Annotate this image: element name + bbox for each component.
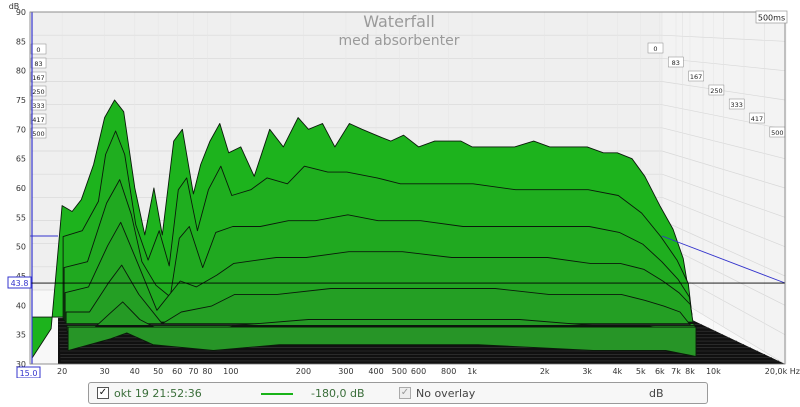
- svg-text:250: 250: [32, 88, 44, 96]
- x-tick-20000: 20,0k Hz: [765, 367, 800, 376]
- y-tick-65: 65: [16, 155, 26, 164]
- chart-subtitle: med absorbenter: [339, 33, 460, 49]
- x-tick-8000: 8k: [685, 367, 695, 376]
- x-tick-30: 30: [100, 367, 110, 376]
- time-label-left-333: 333: [30, 99, 47, 111]
- overlay-checkbox[interactable]: ✓: [399, 387, 411, 399]
- x-tick-800: 800: [441, 367, 456, 376]
- x-tick-7000: 7k: [671, 367, 681, 376]
- waterfall-chart[interactable]: 0 83 167 250 333 417 500 0 83 167 250 333 417 500 30 3…: [0, 0, 800, 378]
- y-min-readout-box[interactable]: 15.0: [16, 366, 41, 378]
- time-label-left-417: 417: [30, 113, 47, 125]
- time-label-left-500: 500: [30, 127, 47, 139]
- x-tick-40: 40: [130, 367, 140, 376]
- y-axis-label: dB: [9, 2, 20, 11]
- x-tick-100: 100: [223, 367, 238, 376]
- svg-text:83: 83: [34, 60, 42, 68]
- waterfall-slice-333ms: [65, 264, 695, 331]
- time-label-right-250: 250: [708, 84, 725, 96]
- time-label-right-167: 167: [688, 70, 704, 82]
- unit-label: dB: [649, 387, 664, 400]
- y-tick-70: 70: [16, 125, 26, 134]
- x-tick-600: 600: [411, 367, 426, 376]
- time-label-right-500: 500: [769, 126, 786, 138]
- x-tick-300: 300: [338, 367, 353, 376]
- x-tick-50: 50: [153, 367, 163, 376]
- time-end-label: 500ms: [758, 14, 785, 23]
- x-tick-20: 20: [57, 367, 67, 376]
- y-tick-75: 75: [16, 96, 26, 105]
- cursor-readout: 43.8: [11, 279, 29, 288]
- waterfall-slices: [31, 99, 697, 359]
- y-min-readout: 15.0: [20, 369, 38, 378]
- overlay-label: No overlay: [416, 387, 476, 400]
- svg-text:83: 83: [672, 59, 680, 67]
- x-tick-200: 200: [296, 367, 311, 376]
- time-slice-labels: 0 83 167 250 333 417 500 0 83 167 250 333 417 500: [30, 42, 786, 139]
- svg-text:250: 250: [710, 87, 722, 95]
- svg-text:167: 167: [690, 73, 702, 81]
- x-tick-70: 70: [188, 367, 198, 376]
- x-tick-80: 80: [202, 367, 212, 376]
- time-label-left-83: 83: [30, 57, 47, 69]
- y-tick-40: 40: [16, 301, 26, 310]
- time-label-left-167: 167: [30, 71, 47, 83]
- x-tick-10000: 10k: [706, 367, 721, 376]
- trace-color-swatch[interactable]: [261, 393, 293, 395]
- measurement-checkbox[interactable]: ✓: [97, 387, 109, 399]
- svg-text:500: 500: [32, 130, 44, 138]
- x-tick-1000: 1k: [467, 367, 477, 376]
- y-tick-35: 35: [16, 331, 26, 340]
- blue-marker-right: [661, 235, 786, 284]
- svg-text:500: 500: [771, 129, 783, 137]
- plot-frame: [29, 11, 786, 365]
- time-label-right-417: 417: [749, 112, 765, 124]
- svg-text:333: 333: [32, 102, 44, 110]
- svg-text:417: 417: [751, 115, 763, 123]
- y-tick-60: 60: [16, 184, 26, 193]
- svg-text:417: 417: [32, 116, 44, 124]
- axes: [29, 11, 786, 365]
- svg-text:333: 333: [730, 101, 742, 109]
- measurement-legend: ✓ okt 19 21:52:36 -180,0 dB ✓ No overlay…: [88, 382, 708, 404]
- waterfall-slice-500ms: [67, 326, 697, 357]
- x-tick-6000: 6k: [655, 367, 665, 376]
- time-label-right-333: 333: [728, 98, 745, 110]
- x-tick-3000: 3k: [582, 367, 592, 376]
- svg-text:0: 0: [36, 46, 40, 54]
- time-end-box: 500ms: [755, 10, 788, 24]
- time-label-left-0: 0: [30, 43, 47, 55]
- x-tick-4000: 4k: [612, 367, 622, 376]
- time-label-right-0: 0: [647, 42, 664, 54]
- y-tick-55: 55: [16, 213, 26, 222]
- x-tick-500: 500: [392, 367, 407, 376]
- cursor-readout-box[interactable]: 43.8: [7, 276, 32, 289]
- measurement-label[interactable]: okt 19 21:52:36: [114, 387, 202, 400]
- y-tick-50: 50: [16, 243, 26, 252]
- x-tick-5000: 5k: [636, 367, 646, 376]
- tick-labels: 3035404550556065707580859020304050607080…: [16, 8, 800, 376]
- y-tick-80: 80: [16, 67, 26, 76]
- svg-text:167: 167: [32, 74, 44, 82]
- svg-text:0: 0: [653, 45, 657, 53]
- time-label-left-250: 250: [30, 85, 47, 97]
- y-tick-90: 90: [16, 8, 26, 17]
- chart-title: Waterfall: [363, 12, 435, 31]
- y-tick-30: 30: [16, 360, 26, 369]
- trace-value-label: -180,0 dB: [311, 387, 365, 400]
- time-label-right-83: 83: [668, 56, 684, 68]
- x-tick-60: 60: [172, 367, 182, 376]
- y-tick-85: 85: [16, 37, 26, 46]
- x-tick-2000: 2k: [540, 367, 550, 376]
- x-tick-400: 400: [368, 367, 383, 376]
